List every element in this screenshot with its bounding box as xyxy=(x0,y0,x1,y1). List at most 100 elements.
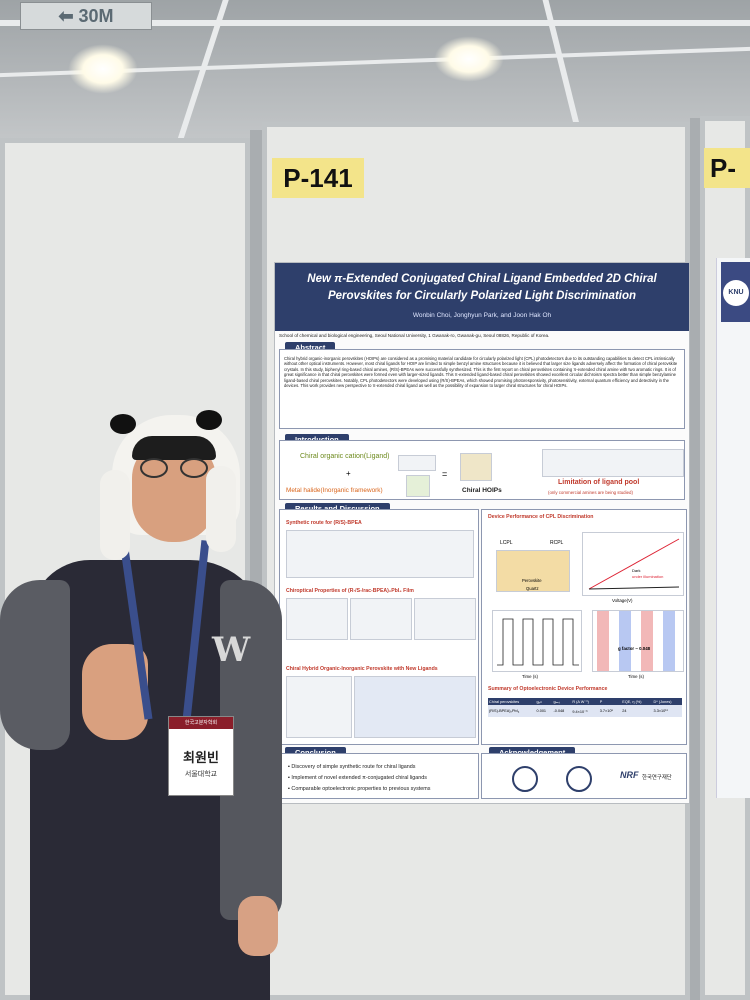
intro-halide: Metal halide(Inorganic framework) xyxy=(286,487,383,494)
table-cell: 0.001 xyxy=(536,709,547,713)
ligand-pool-structures xyxy=(542,449,684,477)
exit-sign-text: 30M xyxy=(78,6,114,26)
ceiling-light xyxy=(434,36,504,82)
conclusion-text: Implement of novel extended π-conjugated… xyxy=(291,775,427,781)
name-badge: 한국고분자학회 최원빈 서울대학교 xyxy=(168,716,234,796)
device-schematic xyxy=(496,550,570,592)
hat-ear-left xyxy=(110,414,136,434)
table-cell: 3.3×10¹¹ xyxy=(653,709,668,713)
conclusion-box: ▪ Discovery of simple synthetic route fo… xyxy=(279,753,479,799)
iv-curve-lines xyxy=(588,538,680,590)
dark-label: Dark xyxy=(632,568,641,573)
acknowledgement-box: NRF 한국연구재단 xyxy=(481,753,687,799)
booth-number-right: P-1 xyxy=(704,148,750,188)
poster-affiliation: School of chemical and biological engine… xyxy=(279,333,550,338)
intro-limitation: Limitation of ligand pool xyxy=(558,479,640,486)
conclusion-item: ▪ Discovery of simple synthetic route fo… xyxy=(288,764,416,770)
iv-curve-plot xyxy=(582,532,684,596)
introduction-box: Chiral organic cation(Ligand) Metal hali… xyxy=(279,440,685,500)
badge-org: 서울대학교 xyxy=(184,771,218,778)
results-head-synthesis: Synthetic route for (R/S)-BPEA xyxy=(286,520,362,526)
table-header: R (A W⁻¹) xyxy=(572,700,589,704)
time-label-1: Time (s) xyxy=(522,674,538,679)
g-factor-label: g factor ~ 0.048 xyxy=(618,646,651,651)
glasses-right xyxy=(180,458,208,478)
ligand-structure xyxy=(398,455,436,471)
table-header: D* (Jones) xyxy=(653,699,672,704)
table-header: gₚₕ xyxy=(536,700,542,704)
abstract-text: Chiral hybrid organic-inorganic perovski… xyxy=(284,356,678,389)
lcpl-label: LCPL xyxy=(500,540,513,546)
table-cell: (R/S)-BPEA)₂PbI₄ xyxy=(489,709,520,713)
device-head-cpl: Device Performance of CPL Discrimination xyxy=(488,514,594,520)
left-sleeve xyxy=(0,580,70,750)
switching-trace xyxy=(497,618,579,666)
results-head-chiroptical: Chiroptical Properties of (R-/S-/rac-BPE… xyxy=(286,588,414,594)
cd-spectrum-3 xyxy=(414,598,476,640)
synthesis-scheme xyxy=(286,530,474,578)
snu-logo xyxy=(512,766,538,792)
quartz-label: Quartz xyxy=(526,586,539,591)
hoip-structure xyxy=(460,453,492,481)
voltage-label: Voltage(V) xyxy=(612,598,633,603)
table-header: Chiral perovskites xyxy=(489,699,520,704)
table-cell: -0.048 xyxy=(553,709,565,713)
badge-name: 최원빈 xyxy=(183,750,219,765)
booth-pole xyxy=(690,118,700,1000)
table-header: gₐₑₛ xyxy=(553,700,560,704)
poster-authors: Wonbin Choi, Jonghyun Park, and Joon Hak… xyxy=(412,312,552,319)
knu-logo: KNU xyxy=(723,280,749,306)
table-header: EQE, η (%) xyxy=(622,699,642,704)
abstract-box: Chiral hybrid organic-inorganic perovski… xyxy=(279,349,685,429)
rcpl-label: RCPL xyxy=(550,540,564,546)
photo-switching-plot xyxy=(492,610,582,672)
table-row: (R/S)-BPEA)₂PbI₄ 0.001 -0.048 9.4×10⁻³ 3… xyxy=(488,705,682,717)
intro-cation: Chiral organic cation(Ligand) xyxy=(300,453,390,460)
crystal-structure xyxy=(354,676,476,738)
intro-product: Chiral HOIPs xyxy=(462,487,502,494)
table-cell: 3.7×10⁵ xyxy=(599,709,614,713)
perovskite-label: Perovskite xyxy=(522,578,542,583)
conclusion-item: ▪ Implement of novel extended π-conjugat… xyxy=(288,775,427,781)
cd-spectrum-2 xyxy=(350,598,412,640)
time-label-2: Time (s) xyxy=(628,674,644,679)
xrd-pattern xyxy=(286,676,352,738)
g-factor-plot xyxy=(592,610,684,672)
hair xyxy=(132,436,216,460)
ceiling-beam xyxy=(0,20,750,26)
results-head-hoip: Chiral Hybrid Organic-Inorganic Perovski… xyxy=(286,666,438,672)
side-poster: KNU xyxy=(716,258,750,798)
table-cell: 24 xyxy=(622,709,627,713)
intro-limitation-note: (only commercial amines are being studie… xyxy=(548,490,633,495)
ceiling-light xyxy=(68,44,138,94)
hat-flap-left xyxy=(100,470,130,560)
conclusion-item: ▪ Comparable optoelectronic properties t… xyxy=(288,786,431,792)
device-head-summary: Summary of Optoelectronic Device Perform… xyxy=(488,686,608,692)
cd-spectrum-1 xyxy=(286,598,348,640)
conclusion-text: Discovery of simple synthetic route for … xyxy=(291,764,416,770)
poster: New π-Extended Conjugated Chiral Ligand … xyxy=(274,262,690,804)
table-cell: 9.4×10⁻³ xyxy=(572,709,588,714)
ceiling: ⬅ 30M xyxy=(0,0,750,140)
exit-sign: ⬅ 30M xyxy=(20,2,152,30)
hat-ear-right xyxy=(196,410,222,430)
glasses-left xyxy=(140,458,168,478)
jacket-letter-patch: W xyxy=(212,630,251,670)
ministry-logo xyxy=(566,766,592,792)
hat-flap-right xyxy=(206,466,236,552)
illum-label: under illumination xyxy=(632,574,664,579)
table-header: P xyxy=(599,699,603,704)
summary-table: Chiral perovskites gₚₕ gₐₑₛ R (A W⁻¹) P … xyxy=(488,698,682,717)
nrf-name: 한국연구재단 xyxy=(642,775,672,781)
right-hand xyxy=(238,896,278,956)
badge-event: 한국고분자학회 xyxy=(169,717,233,729)
nrf-logo: NRF xyxy=(620,770,639,780)
results-box: Synthetic route for (R/S)-BPEA Chiroptic… xyxy=(279,509,479,745)
equals-sign: = xyxy=(442,469,448,479)
device-box: Device Performance of CPL Discrimination… xyxy=(481,509,687,745)
poster-title: New π-Extended Conjugated Chiral Ligand … xyxy=(275,263,689,331)
octahedra-icon xyxy=(406,475,430,497)
table-header-row: Chiral perovskites gₚₕ gₐₑₛ R (A W⁻¹) P … xyxy=(488,698,682,705)
booth-number: P-141 xyxy=(272,158,364,198)
conclusion-text: Comparable optoelectronic properties to … xyxy=(291,786,431,792)
